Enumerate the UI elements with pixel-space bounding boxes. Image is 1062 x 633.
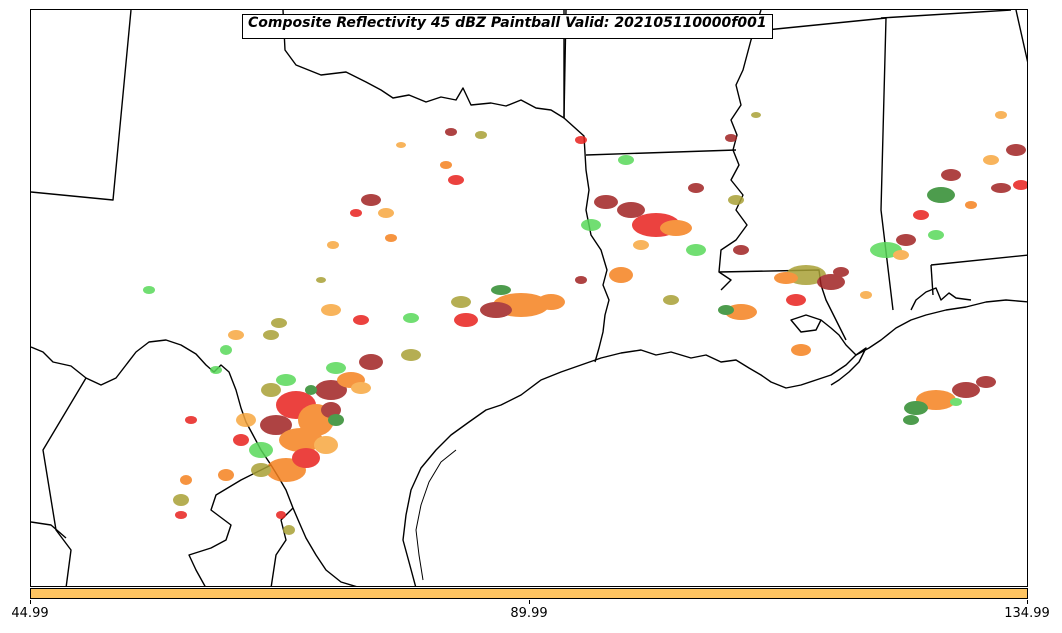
colorbar-tick-mid	[529, 600, 530, 604]
state-border-tx-ok	[282, 10, 565, 119]
state-border-ms-al	[880, 17, 894, 311]
map-title: Composite Reflectivity 45 dBZ Paintball …	[242, 14, 773, 39]
state-border-al-fl	[930, 254, 1027, 266]
state-border-ar-la	[585, 149, 737, 156]
colorbar-label-max: 134.99	[1004, 606, 1050, 621]
cluster-east-texas	[451, 276, 587, 327]
colorbar	[30, 588, 1028, 599]
river-mississippi	[718, 10, 762, 291]
colorbar-tick-max	[1027, 600, 1028, 604]
paintball-cells	[143, 111, 1027, 535]
map-panel	[30, 9, 1028, 587]
border-mexico-coahuila	[188, 464, 272, 586]
border-rio-grande	[31, 339, 357, 586]
cluster-ark-la	[575, 112, 761, 305]
lake-pontchartrain	[790, 314, 822, 333]
coastline-mobile	[910, 287, 972, 311]
state-border-ms-tn	[765, 17, 887, 31]
colorbar-label-min: 44.99	[11, 606, 49, 621]
cluster-gulf	[903, 376, 996, 425]
state-border-al-ga	[880, 10, 1012, 19]
cluster-alabama	[913, 111, 1027, 240]
border-mexico-nuevo-leon	[31, 521, 67, 539]
border-mexico-chihuahua	[42, 377, 87, 586]
map-canvas	[31, 10, 1027, 586]
coastline-la-delta	[820, 319, 867, 386]
border-mexico-tamaulipas	[270, 507, 294, 586]
state-border-nm-east	[31, 10, 132, 201]
state-border-tx-la	[563, 10, 610, 363]
state-border-al-ga-2	[1015, 10, 1027, 63]
coastline-texas-barrier	[415, 449, 457, 581]
cluster-south-texas	[173, 330, 421, 535]
cluster-north-texas	[143, 128, 487, 328]
coastline-gulf	[402, 299, 1027, 586]
colorbar-tick-min	[30, 600, 31, 604]
colorbar-label-mid: 89.99	[510, 606, 548, 621]
cluster-la-ms	[718, 234, 916, 356]
